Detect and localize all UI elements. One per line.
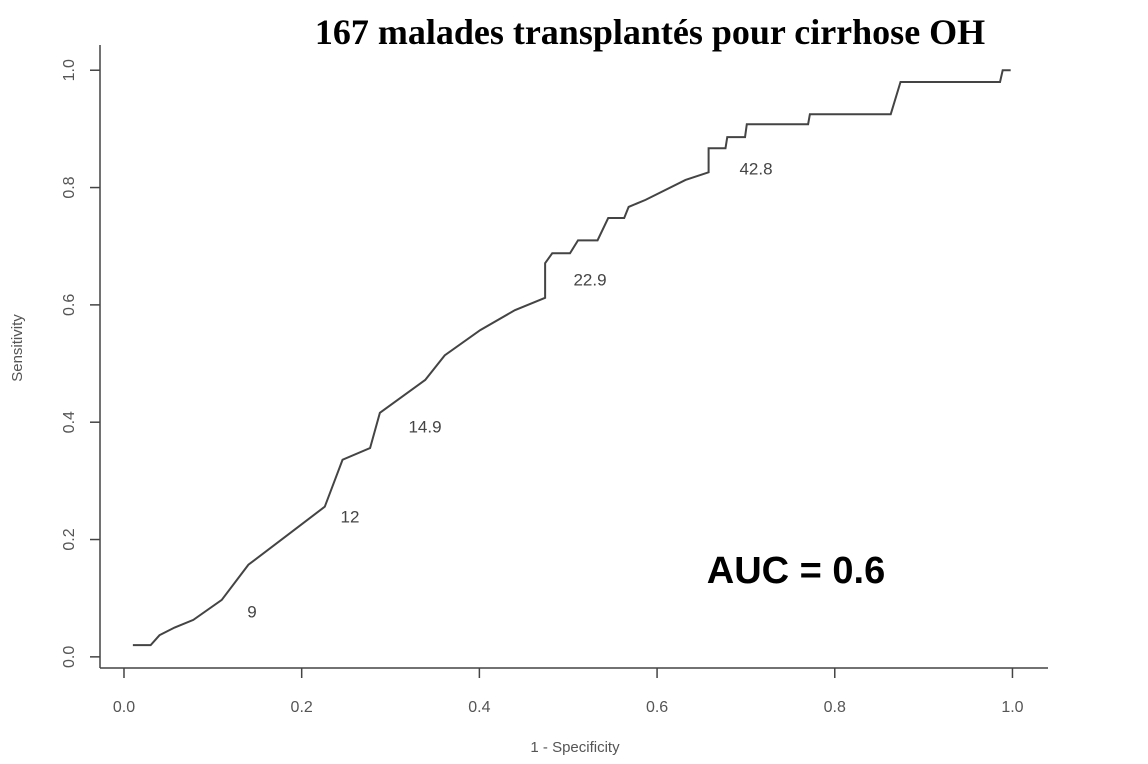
y-tick-label: 0.2	[61, 528, 78, 550]
roc-curve	[132, 69, 1011, 647]
y-axis-label: Sensitivity	[9, 314, 26, 382]
chart-title: 167 malades transplantés pour cirrhose O…	[315, 12, 985, 52]
threshold-label: 42.8	[739, 159, 772, 178]
threshold-label: 22.9	[573, 270, 606, 289]
x-tick-label: 0.0	[113, 699, 135, 716]
x-tick-label: 0.2	[291, 699, 313, 716]
y-tick-label: 0.4	[61, 411, 78, 433]
threshold-label: 12	[341, 507, 360, 526]
threshold-label: 14.9	[408, 417, 441, 436]
x-axis-label: 1 - Specificity	[530, 739, 620, 756]
threshold-label: 9	[247, 602, 256, 621]
x-tick-label: 0.4	[468, 699, 490, 716]
y-tick-label: 0.0	[61, 646, 78, 668]
x-tick-label: 0.8	[824, 699, 846, 716]
x-tick-label: 1.0	[1001, 699, 1023, 716]
y-tick-label: 0.8	[61, 176, 78, 198]
y-tick-label: 0.6	[61, 294, 78, 316]
auc-label: AUC = 0.6	[707, 550, 885, 592]
x-tick-label: 0.6	[646, 699, 668, 716]
y-tick-label: 1.0	[61, 59, 78, 81]
